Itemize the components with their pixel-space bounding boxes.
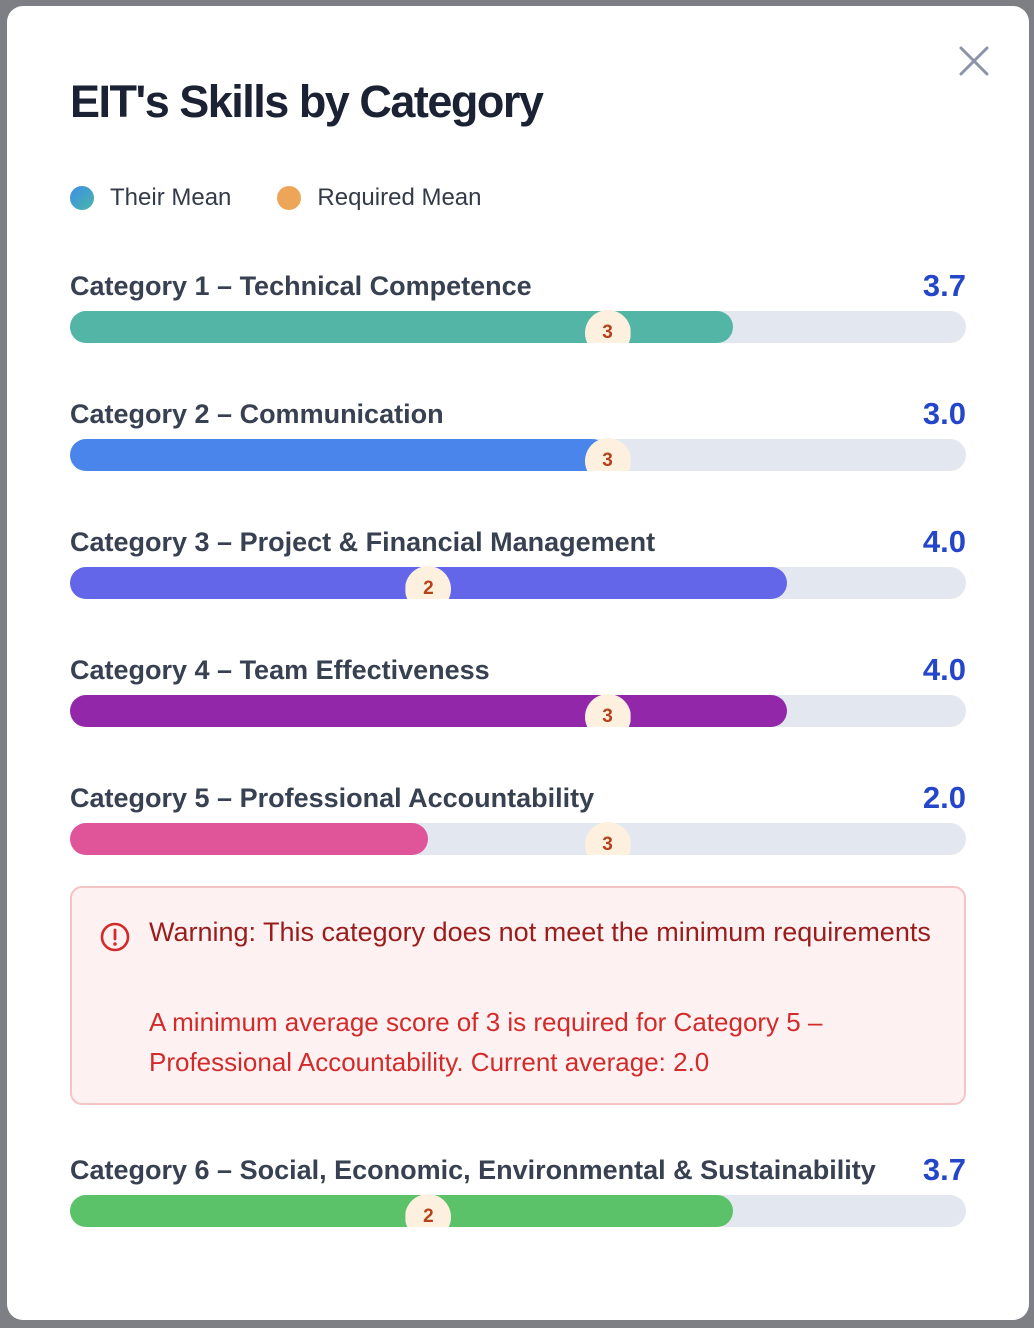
modal-title: EIT's Skills by Category bbox=[70, 76, 544, 127]
category-score: 3.7 bbox=[922, 268, 966, 303]
bar-fill bbox=[70, 695, 787, 727]
category-name: Category 6 – Social, Economic, Environme… bbox=[70, 1155, 876, 1185]
bar-track bbox=[70, 311, 966, 343]
bar-track bbox=[70, 695, 966, 727]
close-button[interactable] bbox=[957, 44, 991, 78]
bar-track bbox=[70, 823, 966, 855]
category-score: 3.0 bbox=[922, 396, 966, 431]
bar-fill bbox=[70, 823, 429, 855]
category-bar: 2 bbox=[70, 1194, 966, 1241]
required-mean-marker: 3 bbox=[584, 822, 631, 855]
category-score: 3.7 bbox=[922, 1152, 966, 1187]
legend: Their Mean Required Mean bbox=[70, 184, 528, 212]
required-mean-marker: 2 bbox=[405, 1194, 452, 1227]
bar-track bbox=[70, 1195, 966, 1227]
bar-fill bbox=[70, 439, 608, 471]
legend-their-mean: Their Mean bbox=[70, 184, 231, 212]
warning-title: Warning: This category does not meet the… bbox=[149, 917, 931, 947]
legend-required-mean-label: Required Mean bbox=[317, 184, 482, 211]
category-bar: 3 bbox=[70, 694, 966, 741]
category-name: Category 3 – Project & Financial Managem… bbox=[70, 527, 656, 557]
required-mean-marker: 3 bbox=[584, 438, 631, 471]
legend-required-mean: Required Mean bbox=[277, 184, 482, 212]
warning-body: A minimum average score of 3 is required… bbox=[149, 1007, 823, 1077]
bar-track bbox=[70, 439, 966, 471]
required-mean-marker: 3 bbox=[584, 310, 631, 343]
bar-fill bbox=[70, 1195, 734, 1227]
category-bar: 3 bbox=[70, 822, 966, 869]
required-mean-marker: 2 bbox=[405, 566, 452, 599]
category-score: 2.0 bbox=[922, 780, 966, 815]
category-name: Category 2 – Communication bbox=[70, 399, 444, 429]
close-icon bbox=[959, 46, 989, 76]
category-bar: 3 bbox=[70, 438, 966, 485]
bar-track bbox=[70, 567, 966, 599]
required-mean-dot-icon bbox=[277, 186, 302, 210]
alert-circle-icon bbox=[100, 922, 130, 952]
warning-alert: Warning: This category does not meet the… bbox=[70, 886, 966, 1105]
legend-their-mean-label: Their Mean bbox=[110, 184, 232, 211]
category-score: 4.0 bbox=[922, 652, 966, 687]
category-name: Category 1 – Technical Competence bbox=[70, 271, 532, 301]
category-bar: 2 bbox=[70, 566, 966, 613]
required-mean-marker: 3 bbox=[584, 694, 631, 727]
their-mean-dot-icon bbox=[70, 186, 94, 210]
category-name: Category 4 – Team Effectiveness bbox=[70, 655, 490, 685]
skills-modal: EIT's Skills by Category Their Mean Requ… bbox=[7, 6, 1029, 1320]
category-score: 4.0 bbox=[922, 524, 966, 559]
category-name: Category 5 – Professional Accountability bbox=[70, 783, 595, 813]
category-bar: 3 bbox=[70, 310, 966, 357]
bar-fill bbox=[70, 311, 734, 343]
